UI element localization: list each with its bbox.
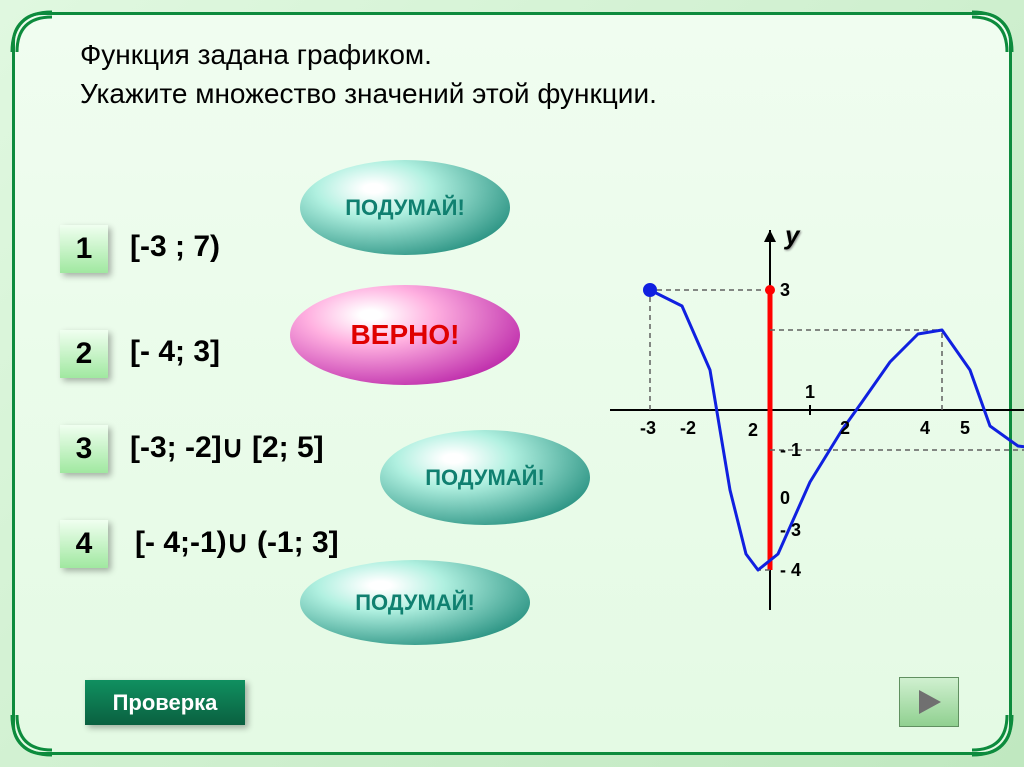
option-label-1: [-3 ; 7) (130, 230, 220, 264)
corner-decoration (7, 7, 57, 57)
option-button-1[interactable]: 1 (60, 225, 108, 273)
option-label-4: [- 4;-1)∪ (-1; 3] (135, 525, 339, 560)
feedback-think-bubble: ПОДУМАЙ! (300, 560, 530, 645)
option-button-2[interactable]: 2 (60, 330, 108, 378)
feedback-think-bubble: ПОДУМАЙ! (300, 160, 510, 255)
check-button[interactable]: Проверка (85, 680, 245, 725)
option-label-2: [- 4; 3] (130, 335, 220, 369)
feedback-think-bubble: ПОДУМАЙ! (380, 430, 590, 525)
graph-tick-label: - 4 (780, 560, 801, 581)
graph-tick-label: - 1 (780, 440, 801, 461)
question-line1: Функция задана графиком. (80, 39, 432, 70)
graph-tick-label: 0 (780, 488, 790, 509)
graph-tick-label: 5 (960, 418, 970, 439)
next-arrow-icon (914, 687, 944, 717)
feedback-correct-bubble: ВЕРНО! (290, 285, 520, 385)
graph-tick-label: 3 (780, 280, 790, 301)
y-axis-label: у (785, 220, 799, 251)
graph-tick-label: 4 (920, 418, 930, 439)
option-button-4[interactable]: 4 (60, 520, 108, 568)
graph-tick-label: -3 (640, 418, 656, 439)
corner-decoration (7, 710, 57, 760)
option-button-3[interactable]: 3 (60, 425, 108, 473)
next-button[interactable] (899, 677, 959, 727)
graph-tick-label: -2 (680, 418, 696, 439)
option-label-3: [-3; -2]∪ [2; 5] (130, 430, 324, 465)
corner-decoration (967, 7, 1017, 57)
graph-tick-label: 2 (840, 418, 850, 439)
graph-tick-label: 2 (748, 420, 758, 441)
graph-tick-label: - 3 (780, 520, 801, 541)
question-line2: Укажите множество значений этой функции. (80, 78, 657, 109)
function-graph: ух-3-2245713- 1- 3- 420 (560, 170, 990, 590)
graph-tick-label: 1 (805, 382, 815, 403)
question-text: Функция задана графиком. Укажите множест… (80, 35, 964, 113)
corner-decoration (967, 710, 1017, 760)
